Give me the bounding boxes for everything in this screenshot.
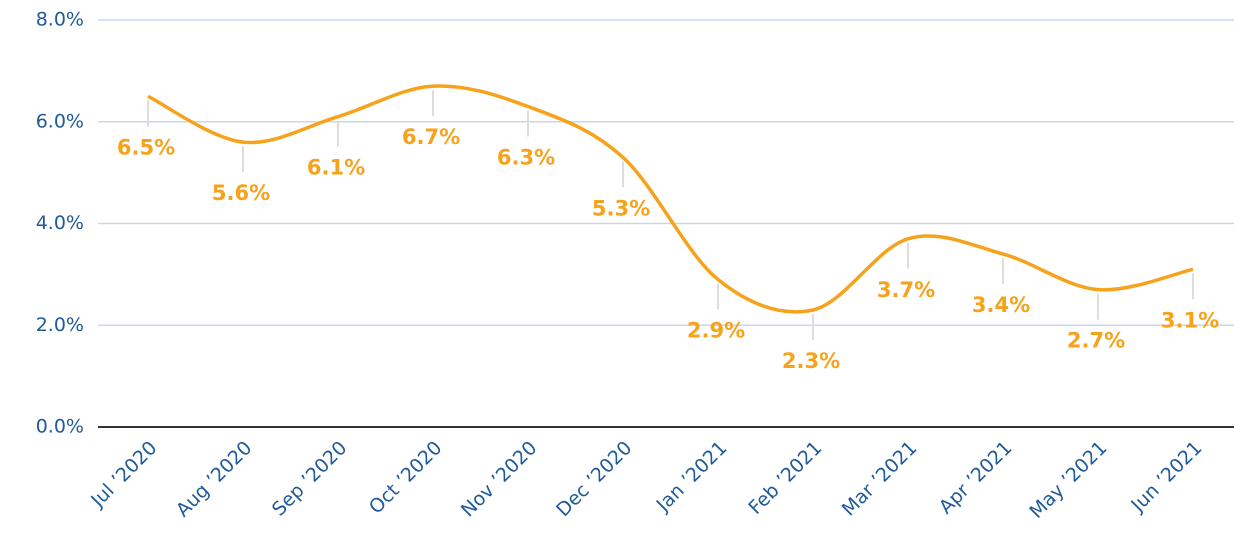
x-tick-label: Mar ’2021 (838, 437, 922, 521)
y-tick-label: 4.0% (36, 212, 84, 234)
x-tick-label: Dec ’2020 (552, 437, 636, 521)
x-tick-label: Apr ’2021 (935, 437, 1017, 519)
x-tick-label: May ’2021 (1025, 437, 1111, 523)
x-tick-label: Feb ’2021 (744, 437, 826, 519)
data-label: 6.5% (117, 135, 175, 159)
data-label: 3.7% (877, 278, 935, 302)
data-label: 6.7% (402, 125, 460, 149)
y-tick-label: 6.0% (36, 110, 84, 132)
data-label: 5.3% (592, 196, 650, 220)
x-tick-label: Aug ’2020 (172, 437, 257, 522)
line (147, 84, 1194, 314)
x-tick-label: Nov ’2020 (457, 437, 542, 522)
y-tick-label: 2.0% (36, 314, 84, 336)
data-label: 2.3% (782, 349, 840, 373)
x-tick-label: Sep ’2020 (268, 437, 352, 521)
data-label: 5.6% (212, 181, 270, 205)
data-label: 2.7% (1067, 329, 1125, 353)
data-label: 6.1% (307, 156, 365, 180)
data-label: 2.9% (687, 318, 745, 342)
x-tick-label: Jul ’2020 (86, 437, 161, 512)
data-label: 6.3% (497, 145, 555, 169)
x-tick-label: Jun ’2021 (1126, 437, 1206, 517)
data-label: 3.1% (1161, 308, 1219, 332)
y-tick-label: 8.0% (36, 9, 84, 31)
x-tick-label: Oct ’2020 (365, 437, 447, 519)
y-tick-label: 0.0% (36, 416, 84, 438)
data-label: 3.4% (972, 293, 1030, 317)
x-tick-label: Jan ’2021 (652, 437, 732, 517)
